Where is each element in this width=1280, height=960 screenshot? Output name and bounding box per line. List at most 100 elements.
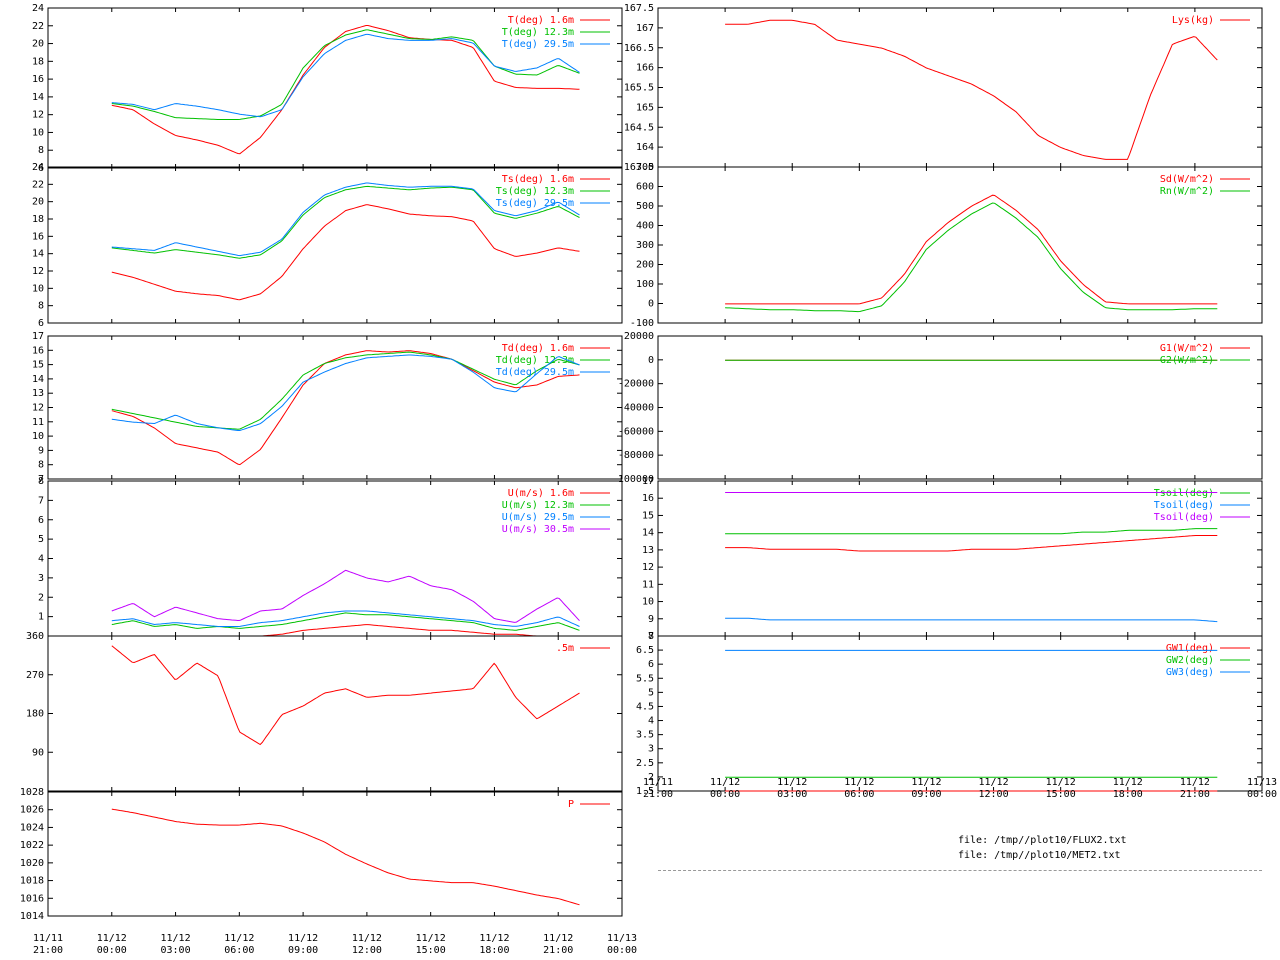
chart-radiation: 700 600 500 400 300 200 100 0 -100 Sd(W/m^2)Rn(W/…: [630, 162, 1263, 329]
legend-label: T(deg) 29.5m: [502, 39, 574, 50]
y-tick-label: 20: [32, 39, 44, 50]
legend-label: Td(deg) 12.3m: [496, 355, 574, 366]
y-tick-label: 16: [642, 493, 654, 504]
y-tick-label: 200: [636, 260, 654, 271]
legend-label: U(m/s) 12.3m: [502, 500, 574, 511]
y-tick-label: 500: [636, 201, 654, 212]
y-tick-label: 1: [38, 612, 44, 623]
file-path-flux: file: /tmp//plot10/FLUX2.txt: [958, 835, 1127, 846]
series-line: [111, 350, 580, 466]
chart-pressure: 1028 1026 1024 1022 1020 1018 1016 1014 P: [20, 787, 623, 922]
series-line: [111, 808, 580, 906]
y-tick-label: 11: [642, 579, 654, 590]
y-tick-label: 6: [38, 318, 44, 329]
x-tick-label: 21:00: [643, 789, 673, 800]
y-tick-label: 100: [636, 279, 654, 290]
legend-label: U(m/s) 1.6m: [508, 488, 574, 499]
y-tick-label: 5: [38, 534, 44, 545]
x-tick-label: 21:00: [543, 945, 573, 956]
y-tick-label: 1014: [20, 911, 44, 922]
y-tick-label: 13: [32, 388, 44, 399]
y-tick-label: 22: [32, 179, 44, 190]
y-tick-label: 20: [32, 197, 44, 208]
y-tick-label: 600: [636, 182, 654, 193]
x-tick-label: 11/13: [607, 933, 637, 944]
y-tick-label: 8: [38, 476, 44, 487]
y-tick-label: 167.5: [624, 3, 654, 14]
x-tick-label: 09:00: [911, 789, 941, 800]
x-tick-label: 12:00: [979, 789, 1009, 800]
y-tick-label: 10: [32, 283, 44, 294]
y-tick-label: 12: [32, 266, 44, 277]
y-tick-label: 9: [648, 614, 654, 625]
y-tick-label: -100000: [612, 474, 654, 485]
y-tick-label: 14: [32, 249, 44, 260]
y-tick-label: 270: [26, 670, 44, 681]
y-tick-label: 1028: [20, 787, 44, 798]
plot-frame: [47, 7, 623, 169]
legend-label: T(deg) 1.6m: [508, 15, 574, 26]
legend-label: G2(W/m^2): [1160, 355, 1214, 366]
chart-lysimeter: 167.5 167 166.5 166 165.5 165 164.5 164 163.5 Lys…: [624, 3, 1263, 173]
y-tick-label: 12: [642, 562, 654, 573]
y-tick-label: -100: [630, 318, 654, 329]
y-tick-label: 9: [38, 445, 44, 456]
y-tick-label: 5.5: [636, 673, 654, 684]
y-tick-label: 18: [32, 56, 44, 67]
x-tick-label: 06:00: [224, 945, 254, 956]
y-tick-label: 3: [38, 573, 44, 584]
series-line: [111, 204, 580, 301]
y-tick-label: 8: [38, 460, 44, 471]
y-tick-label: 164.5: [624, 122, 654, 133]
y-tick-label: 12: [32, 403, 44, 414]
x-tick-label: 11/11: [643, 777, 673, 788]
y-tick-label: 1.5: [636, 786, 654, 797]
series-line: [111, 645, 580, 746]
legend-label: Ts(deg) 12.3m: [496, 186, 574, 197]
separator-line: [658, 870, 1262, 871]
legend-label: Sd(W/m^2): [1160, 174, 1214, 185]
y-tick-label: 6: [648, 659, 654, 670]
x-tick-label: 18:00: [479, 945, 509, 956]
y-tick-label: 90: [32, 747, 44, 758]
series-line: [725, 202, 1218, 313]
y-tick-label: 165: [636, 102, 654, 113]
x-tick-label: 21:00: [1180, 789, 1210, 800]
y-tick-label: 24: [32, 162, 44, 173]
legend-label: Td(deg) 1.6m: [502, 343, 574, 354]
x-tick-label: 11/12: [161, 933, 191, 944]
y-tick-label: 1020: [20, 858, 44, 869]
y-tick-label: 360: [26, 631, 44, 642]
x-tick-label: 11/12: [97, 933, 127, 944]
x-tick-label: 11/12: [224, 933, 254, 944]
legend-label: U(m/s) 29.5m: [502, 512, 574, 523]
series-line: [111, 29, 580, 120]
series-line: [111, 182, 580, 257]
y-tick-label: 3: [648, 744, 654, 755]
y-tick-label: 14: [32, 374, 44, 385]
legend-label: Ts(deg) 1.6m: [502, 174, 574, 185]
series-line: [111, 612, 580, 631]
y-tick-label: 7: [38, 474, 44, 485]
legend-label: Tsoil(deg): [1154, 512, 1214, 523]
y-tick-label: 11: [32, 417, 44, 428]
y-tick-label: 7: [38, 495, 44, 506]
y-tick-label: 1024: [20, 822, 44, 833]
x-tick-label: 03:00: [777, 789, 807, 800]
x-tick-label: 11/12: [543, 933, 573, 944]
x-tick-label: 11/12: [479, 933, 509, 944]
y-tick-label: 2: [38, 592, 44, 603]
chart-soil-temperature: 171615141312111098Tsoil(deg)Tsoil(deg)Ts…: [642, 476, 1263, 642]
legend-label: Rn(W/m^2): [1160, 186, 1214, 197]
legend-label: P: [568, 799, 574, 810]
y-tick-label: 163.5: [624, 162, 654, 173]
x-tick-label: 00:00: [710, 789, 740, 800]
x-tick-label: 12:00: [352, 945, 382, 956]
y-tick-label: 14: [32, 92, 44, 103]
legend-label: GW2(deg): [1166, 655, 1214, 666]
x-tick-label: 00:00: [97, 945, 127, 956]
x-tick-label: 11/12: [1046, 777, 1076, 788]
x-tick-label: 15:00: [1046, 789, 1076, 800]
